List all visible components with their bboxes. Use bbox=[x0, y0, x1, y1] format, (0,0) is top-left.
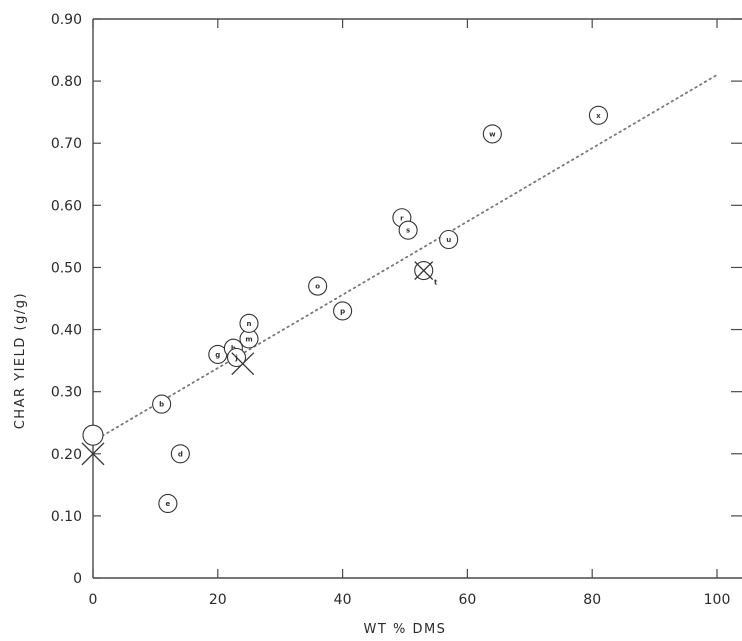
point-label: o bbox=[315, 283, 320, 291]
x-tick-label: 100 bbox=[704, 592, 731, 608]
data-point: p bbox=[333, 301, 353, 321]
point-label: m bbox=[245, 335, 252, 343]
data-point: w bbox=[482, 124, 502, 144]
point-label: d bbox=[178, 450, 183, 458]
axes bbox=[92, 18, 742, 579]
open-circle-marker bbox=[82, 424, 104, 446]
labeled-circle-marker bbox=[588, 105, 608, 125]
y-tick-label: 0.10 bbox=[51, 509, 82, 525]
labeled-circle-marker bbox=[308, 276, 328, 296]
labeled-circle-marker bbox=[239, 313, 259, 333]
point-label: p bbox=[340, 307, 345, 315]
labeled-circle-marker bbox=[333, 301, 353, 321]
labeled-circle-marker bbox=[482, 124, 502, 144]
labeled-circle-marker bbox=[152, 394, 172, 414]
data-point: x bbox=[588, 105, 608, 125]
y-tick-label: 0.90 bbox=[51, 12, 82, 28]
labeled-circle-marker bbox=[158, 493, 178, 514]
y-tick-label: 0.40 bbox=[51, 323, 82, 339]
data-point: t bbox=[414, 260, 438, 287]
x-tick-label: 20 bbox=[209, 592, 227, 608]
labeled-circle-marker bbox=[170, 444, 190, 464]
cross-marker bbox=[414, 261, 434, 281]
y-tick-label: 0.50 bbox=[51, 260, 82, 276]
point-label: s bbox=[406, 227, 410, 235]
point-label: w bbox=[489, 130, 496, 138]
data-point: s bbox=[398, 220, 418, 240]
data-point: e bbox=[158, 493, 178, 514]
labeled-circle-marker bbox=[439, 229, 459, 250]
cross-marker bbox=[231, 352, 255, 376]
data-point: b bbox=[152, 394, 172, 414]
trendline-layer bbox=[92, 74, 718, 443]
cross-marker bbox=[81, 442, 105, 466]
y-tick-label: 0.80 bbox=[51, 74, 82, 90]
data-point: g bbox=[208, 344, 228, 364]
data-point bbox=[81, 442, 105, 466]
point-label: b bbox=[159, 401, 164, 409]
point-label: n bbox=[247, 320, 252, 328]
data-point: n bbox=[239, 313, 259, 333]
y-axis-title: CHAR YIELD (g/g) bbox=[13, 292, 28, 429]
x-axis-title: WT % DMS bbox=[364, 622, 447, 637]
y-tick-label: 0.60 bbox=[51, 198, 82, 214]
data-point bbox=[82, 424, 104, 446]
data-point: d bbox=[170, 444, 190, 464]
point-label: g bbox=[215, 351, 220, 359]
point-label: t bbox=[434, 279, 438, 287]
data-points: bdeghjmnoprstuwx bbox=[81, 105, 608, 514]
point-label: u bbox=[446, 236, 451, 244]
tick-labels: 0 20 40 60 80 100 0 0.10 0.20 0.30 0.40 0.50 0.60 0.7… bbox=[51, 12, 731, 608]
data-point: o bbox=[308, 276, 328, 296]
y-tick-label: 0 bbox=[73, 571, 82, 587]
point-label: j bbox=[234, 354, 237, 362]
x-tick-label: 80 bbox=[583, 592, 601, 608]
point-label: r bbox=[400, 214, 404, 222]
point-label: e bbox=[166, 500, 171, 508]
data-point: u bbox=[439, 229, 459, 250]
trendline bbox=[92, 74, 718, 443]
y-tick-label: 0.20 bbox=[51, 447, 82, 463]
y-tick-label: 0.70 bbox=[51, 136, 82, 152]
labeled-circle-marker bbox=[398, 220, 418, 240]
x-tick-label: 40 bbox=[334, 592, 352, 608]
y-tick-label: 0.30 bbox=[51, 385, 82, 401]
x-tick-label: 60 bbox=[458, 592, 476, 608]
data-point bbox=[231, 352, 255, 376]
x-tick-label: 0 bbox=[89, 592, 98, 608]
point-label: x bbox=[596, 112, 601, 120]
